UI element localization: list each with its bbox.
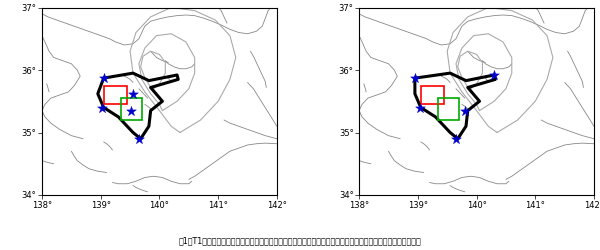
Point <box>128 92 138 96</box>
Point <box>98 106 107 110</box>
Point <box>490 73 499 77</box>
Point <box>415 106 424 110</box>
Bar <box>121 98 142 120</box>
Point <box>460 108 470 112</box>
Point <box>410 76 419 80</box>
Bar <box>104 86 127 104</box>
Text: 図1　T1タイプ（黒太線）における基本ケースのアスペリティ（赤および緑）と破壊開始点（青の星印）の一例: 図1 T1タイプ（黒太線）における基本ケースのアスペリティ（赤および緑）と破壊開… <box>179 236 421 245</box>
Point <box>99 76 109 80</box>
Bar <box>439 98 459 120</box>
Bar <box>421 86 444 104</box>
Point <box>451 137 461 141</box>
Point <box>134 137 143 141</box>
Point <box>127 108 136 112</box>
